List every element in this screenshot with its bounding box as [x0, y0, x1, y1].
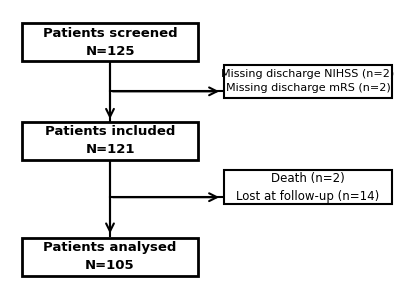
Text: Patients screened
N=125: Patients screened N=125	[43, 27, 177, 57]
FancyBboxPatch shape	[224, 171, 392, 204]
FancyBboxPatch shape	[22, 23, 198, 61]
Text: Patients included
N=121: Patients included N=121	[45, 125, 175, 156]
Text: Death (n=2)
Lost at follow-up (n=14): Death (n=2) Lost at follow-up (n=14)	[236, 172, 380, 202]
FancyBboxPatch shape	[224, 65, 392, 98]
Text: Patients analysed
N=105: Patients analysed N=105	[43, 241, 177, 272]
Text: Missing discharge NIHSS (n=2)
Missing discharge mRS (n=2): Missing discharge NIHSS (n=2) Missing di…	[221, 69, 395, 93]
FancyBboxPatch shape	[22, 122, 198, 160]
FancyBboxPatch shape	[22, 238, 198, 276]
